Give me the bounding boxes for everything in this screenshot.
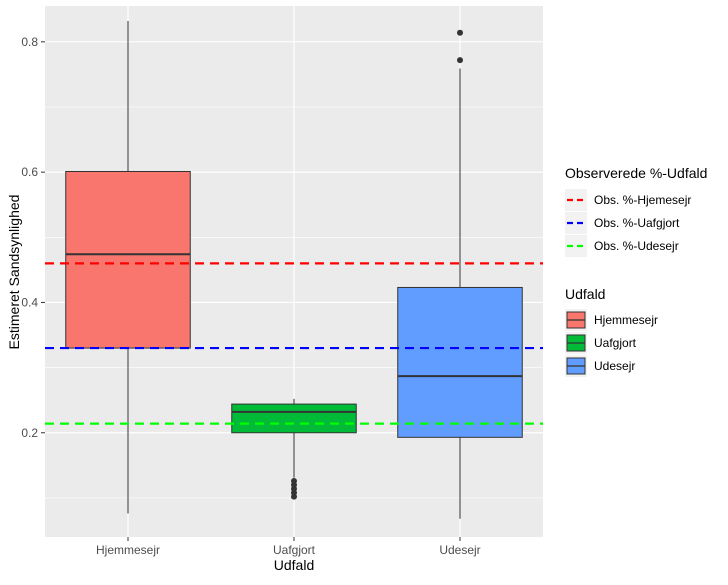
box-uafgjort — [231, 398, 357, 500]
box-hjemmesejr — [65, 20, 191, 514]
y-tick-label: 0.4 — [21, 295, 38, 309]
y-tick-label: 0.2 — [21, 426, 38, 440]
y-tick-label: 0.6 — [21, 165, 38, 179]
legend-label: Obs. %-Hjemesejr — [594, 193, 691, 207]
x-tick-label: Hjemmesejr — [96, 543, 160, 557]
legend-key-background — [565, 235, 587, 257]
boxes — [65, 20, 523, 519]
box-udesejr — [397, 29, 523, 519]
legend-label: Udesejr — [594, 359, 635, 373]
x-axis-title: Udfald — [274, 557, 314, 573]
outlier-point — [291, 493, 297, 500]
legend-label: Obs. %-Udesejr — [594, 239, 679, 253]
x-tick-label: Udesejr — [439, 543, 480, 557]
outlier-point — [457, 29, 463, 36]
legend-title: Observerede %-Udfald — [565, 165, 707, 181]
legend-label: Uafgjort — [594, 336, 637, 350]
box-body — [231, 403, 357, 434]
outlier-point — [457, 57, 463, 64]
y-tick-label: 0.8 — [21, 35, 38, 49]
legend-label: Obs. %-Uafgjort — [594, 216, 680, 230]
y-axis: 0.2 0.4 0.6 0.8 — [21, 35, 45, 440]
legend-key-background — [565, 189, 587, 211]
legend: Observerede %-Udfald Obs. %-Hjemesejr Obs.… — [565, 165, 707, 377]
legend-label: Hjemmesejr — [594, 313, 658, 327]
box-body — [397, 286, 523, 438]
legend-title: Udfald — [565, 286, 605, 302]
box-body — [65, 170, 191, 349]
x-tick-label: Uafgjort — [273, 543, 316, 557]
y-axis-title: Estimeret Sandsynlighed — [6, 195, 22, 350]
x-axis: Hjemmesejr Uafgjort Udesejr — [96, 537, 481, 557]
legend-key-background — [565, 212, 587, 234]
reference-lines — [45, 262, 543, 425]
